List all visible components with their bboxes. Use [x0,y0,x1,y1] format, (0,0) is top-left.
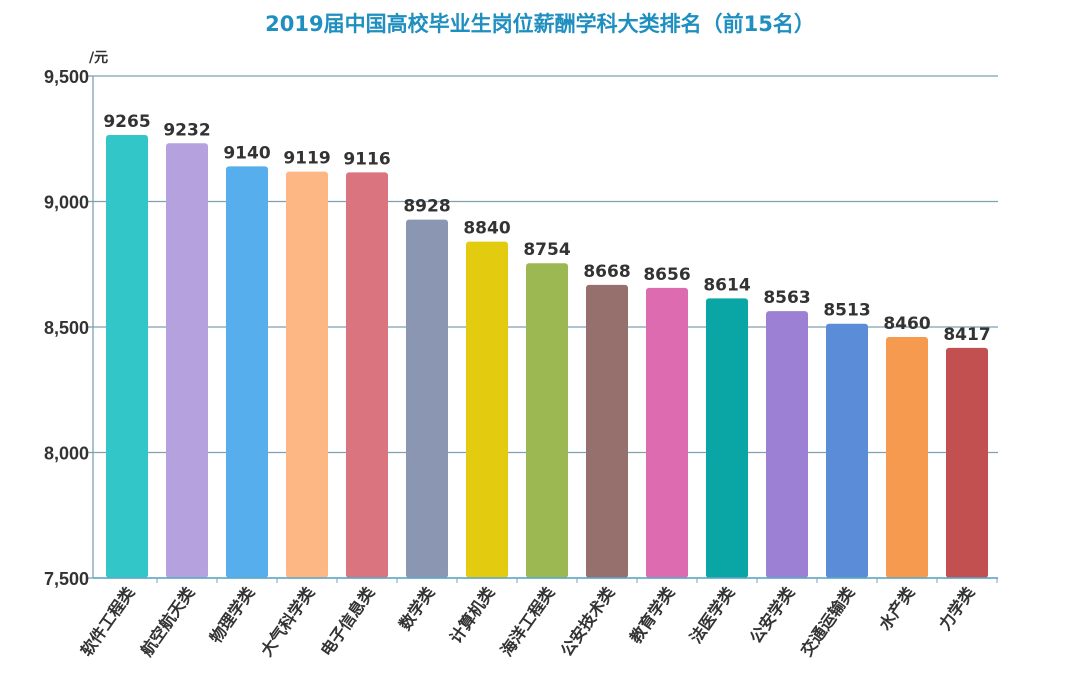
x-tick-label: 教育学类 [626,583,679,647]
y-tick-label: 8,500 [44,318,89,338]
x-tick-label: 法医学类 [686,583,739,647]
x-tick-label: 公安技术类 [557,583,619,660]
x-tick-label: 海洋工程类 [497,583,559,660]
x-tick-label: 电子信息类 [317,583,379,660]
bar [706,298,748,578]
x-tick-label: 物理学类 [206,583,259,647]
bar [106,134,148,579]
x-tick-label: 水产类 [875,583,919,634]
x-tick-label: 数学类 [395,583,439,634]
bar [946,347,988,578]
data-label: 8668 [583,262,630,282]
y-tick-label: 8,000 [44,444,89,464]
bar [166,143,208,578]
y-tick-label: 9,000 [44,193,89,213]
data-label: 8614 [703,275,750,295]
data-label: 8417 [943,325,990,345]
bar [586,284,628,578]
bar [646,287,688,578]
data-label: 8460 [883,314,930,334]
bar [526,263,568,578]
data-label: 9116 [343,149,390,169]
bar [406,219,448,578]
bar [826,323,868,578]
data-label: 8563 [763,288,810,308]
x-tick-label: 交通运输类 [797,583,859,660]
x-tick-label: 计算机类 [446,583,499,647]
x-tick-label: 大气科学类 [257,583,319,660]
data-label: 9140 [223,143,270,163]
data-label: 8656 [643,265,690,285]
x-tick-label: 软件工程类 [77,583,139,660]
data-label: 8840 [463,219,510,239]
y-axis-unit: /元 [89,50,108,66]
data-label: 8513 [823,301,870,321]
data-label: 8928 [403,197,450,217]
bar [286,171,328,579]
y-tick-label: 9,500 [44,67,89,87]
data-label: 9265 [103,112,150,132]
x-tick-label: 公安学类 [746,583,799,647]
bar [886,337,928,578]
data-label: 9232 [163,120,210,140]
data-label: 9119 [283,149,330,169]
bar [346,172,388,578]
chart-title: 2019届中国高校毕业生岗位薪酬学科大类排名（前15名） [265,12,815,36]
bar [226,166,268,579]
x-tick-label: 航空航天类 [137,583,199,660]
data-label: 8754 [523,240,570,260]
bar [466,241,508,578]
y-tick-label: 7,500 [44,569,89,589]
x-tick-label: 力学类 [935,583,979,634]
bar [766,311,808,578]
